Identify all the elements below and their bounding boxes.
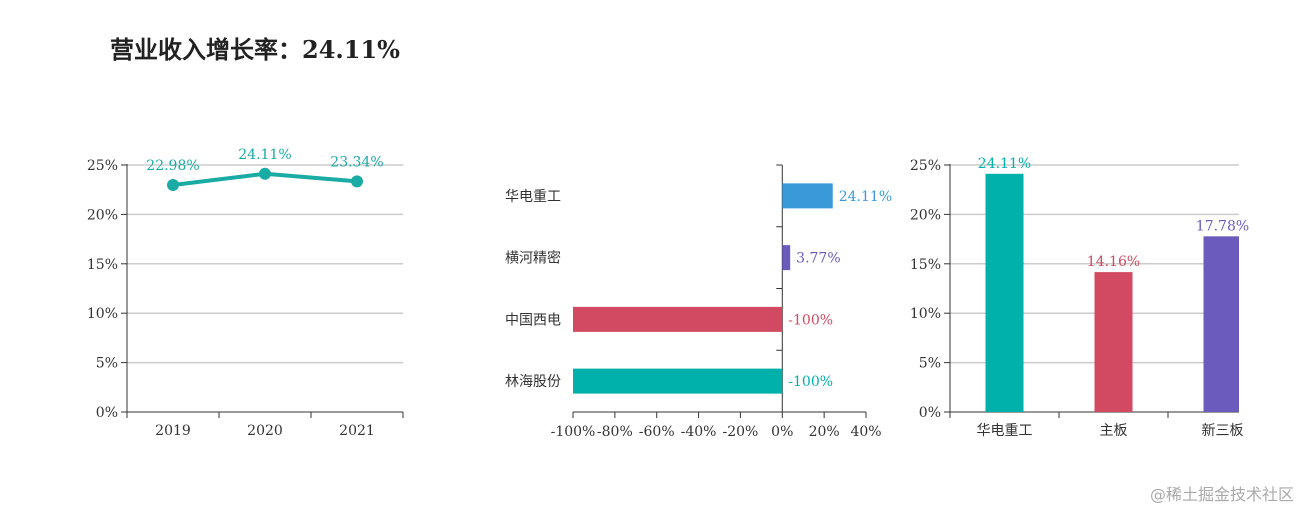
y-tick-label: 25% [87,158,118,174]
data-label: -100% [788,312,833,328]
x-tick-label: -80% [597,424,633,440]
x-tick-label: -40% [681,424,717,440]
y-tick-label: 20% [87,207,118,223]
category-label: 主板 [1100,423,1128,439]
category-label: 横河精密 [505,250,561,267]
data-label: 24.11% [839,189,892,205]
bar [985,173,1024,412]
page-title: 营业收入增长率：24.11% [110,35,400,64]
y-tick-label: 15% [910,257,941,273]
x-tick-label: -20% [722,424,758,440]
bar [782,183,833,209]
data-label: 3.77% [796,251,840,267]
bar [1094,272,1133,412]
category-label: 中国西电 [505,312,561,328]
x-tick-label: 0% [771,424,793,440]
data-point [167,178,179,191]
x-tick-label: -60% [639,424,675,440]
y-tick-label: 5% [96,356,118,372]
y-tick-label: 5% [919,356,941,372]
y-tick-label: 20% [910,207,941,223]
y-tick-label: 0% [96,405,118,421]
x-tick-label: -100% [551,424,596,440]
data-label: 24.11% [238,147,291,163]
category-label: 华电重工 [505,189,561,205]
y-tick-label: 10% [910,306,941,322]
category-label: 新三板 [1202,423,1244,439]
watermark: @稀土掘金技术社区 [1149,485,1294,504]
data-label: -100% [788,374,833,390]
category-label: 林海股份 [505,374,561,390]
data-point [351,175,363,188]
bar [782,245,791,271]
y-tick-label: 10% [87,306,118,322]
y-tick-label: 0% [919,405,941,421]
y-tick-label: 15% [87,257,118,273]
data-label: 14.16% [1087,254,1140,270]
data-point [259,167,271,180]
y-tick-label: 25% [910,158,941,174]
data-label: 17.78% [1196,218,1249,234]
data-label: 24.11% [978,156,1031,172]
x-tick-label: 20% [809,424,840,440]
bar [573,368,783,394]
data-label: 23.34% [330,154,383,170]
category-label: 华电重工 [977,423,1033,439]
bar [573,306,783,332]
x-tick-label: 2019 [155,423,191,439]
x-tick-label: 2021 [339,423,375,439]
bar [1203,236,1239,412]
data-label: 22.98% [146,158,199,174]
x-tick-label: 40% [850,424,881,440]
x-tick-label: 2020 [247,423,283,439]
